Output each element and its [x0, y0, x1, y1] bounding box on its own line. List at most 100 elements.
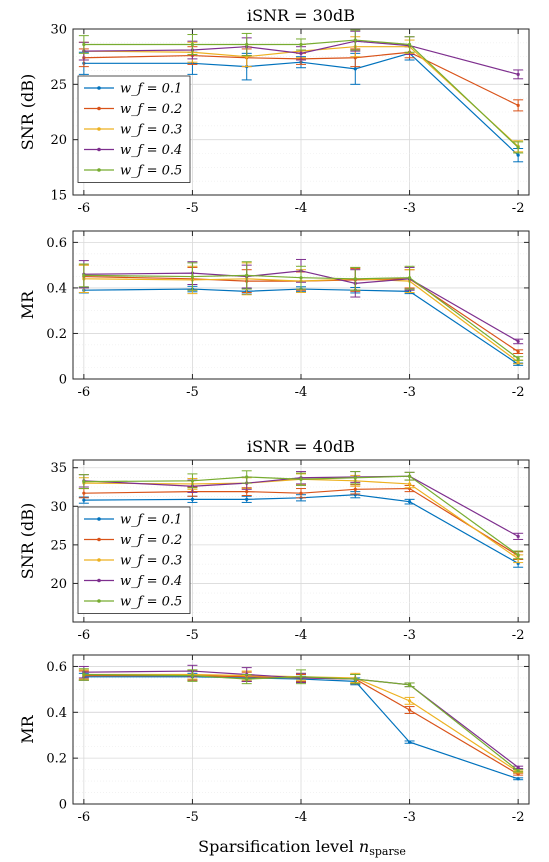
y-axis-label: MR	[18, 290, 37, 319]
legend-entry: w_f = 0.4	[120, 574, 182, 589]
x-tick-label: -4	[295, 385, 308, 400]
x-tick-label: -4	[295, 201, 308, 216]
data-point	[516, 153, 520, 157]
y-tick-label: 15	[50, 189, 67, 204]
data-point	[516, 777, 520, 781]
data-point	[299, 51, 303, 55]
y-tick-label: 0	[59, 798, 67, 813]
data-point	[190, 42, 195, 47]
x-tick-label: -5	[186, 385, 199, 400]
data-point	[516, 72, 520, 76]
y-tick-label: 0.4	[46, 706, 67, 721]
chart-title: iSNR = 30dB	[247, 6, 355, 25]
x-tick-label: -4	[295, 628, 308, 643]
data-point	[353, 277, 357, 281]
legend-entry: w_f = 0.2	[120, 102, 182, 117]
x-tick-label: -3	[403, 810, 416, 825]
data-point	[407, 42, 412, 47]
data-point	[299, 42, 303, 47]
series-5	[78, 668, 524, 773]
x-tick-label: -2	[512, 201, 525, 216]
data-point	[82, 273, 86, 277]
data-point	[353, 487, 357, 491]
data-point	[516, 765, 520, 769]
x-tick-label: -2	[512, 810, 525, 825]
data-point	[82, 480, 86, 484]
legend-entry: w_f = 0.3	[120, 123, 182, 138]
data-point	[82, 498, 86, 502]
data-point	[190, 479, 195, 483]
legend-marker	[97, 127, 101, 131]
y-axis-label: SNR (dB)	[18, 503, 37, 580]
data-point	[245, 475, 249, 479]
legend-marker	[97, 106, 101, 111]
legend-marker	[97, 537, 101, 542]
legend-marker	[97, 558, 101, 562]
series-5	[78, 261, 524, 361]
data-point	[190, 274, 195, 279]
data-point	[353, 67, 357, 71]
data-point	[516, 534, 520, 538]
x-tick-label: -5	[186, 201, 199, 216]
x-tick-label: -3	[403, 628, 416, 643]
y-tick-label: 0.6	[46, 660, 67, 675]
data-point	[353, 476, 357, 480]
y-tick-label: 0.4	[46, 281, 67, 296]
x-axis-label: Sparsification level nsparse	[198, 837, 406, 858]
data-point	[516, 350, 520, 354]
chart-panel-3: -6 -5 -4 -3 -2 20 25 30 35 iSNR = 40dB SNR (dB) w_f…	[18, 437, 530, 643]
data-point	[353, 677, 357, 681]
data-point	[353, 38, 357, 42]
y-tick-label: 25	[50, 78, 67, 93]
y-tick-label: 0.2	[46, 327, 67, 342]
legend-marker	[97, 168, 101, 172]
legend: w_f = 0.1 w_f = 0.2 w_f = 0.3 w_f = 0.4 w_f …	[77, 75, 191, 183]
data-point	[245, 273, 249, 277]
legend-entry: w_f = 0.1	[120, 82, 182, 97]
data-point	[516, 360, 520, 364]
data-point	[407, 699, 412, 703]
y-tick-label: 30	[50, 500, 67, 515]
legend-entry: w_f = 0.5	[120, 164, 182, 179]
chart-panel-1: -6 -5 -4 -3 -2 15 20 25 30 iSNR = 30dB SNR (dB) w_f…	[18, 6, 530, 216]
y-tick-label: 25	[50, 538, 67, 553]
data-point	[407, 276, 412, 280]
data-point	[516, 772, 520, 776]
data-point	[299, 491, 303, 495]
data-point	[516, 103, 520, 107]
data-point	[82, 491, 86, 495]
y-axis-label: SNR (dB)	[18, 74, 37, 151]
legend-marker	[97, 578, 101, 583]
legend-entry: w_f = 0.4	[120, 143, 182, 158]
data-point	[516, 356, 520, 361]
y-axis-label: MR	[18, 714, 37, 743]
data-point	[245, 42, 249, 47]
data-point	[407, 482, 412, 486]
legend-marker	[97, 599, 101, 603]
data-point	[516, 769, 520, 773]
legend: w_f = 0.1 w_f = 0.2 w_f = 0.3 w_f = 0.4 w_f …	[77, 506, 191, 614]
data-point	[407, 500, 412, 504]
legend-entry: w_f = 0.1	[120, 513, 182, 528]
x-tick-label: -6	[78, 201, 91, 216]
data-point	[82, 672, 86, 677]
x-tick-label: -2	[512, 628, 525, 643]
y-tick-label: 0.2	[46, 752, 67, 767]
chart-panel-2: -6 -5 -4 -3 -2 0 0.2 0.4 0.6 MR	[18, 230, 530, 400]
data-point	[407, 474, 412, 478]
y-tick-label: 20	[50, 577, 67, 592]
x-tick-label: -4	[295, 810, 308, 825]
x-tick-label: -3	[403, 201, 416, 216]
data-point	[516, 145, 520, 150]
chart-title: iSNR = 40dB	[247, 437, 355, 456]
data-point	[299, 276, 303, 280]
data-point	[245, 497, 249, 501]
legend-entry: w_f = 0.3	[120, 554, 182, 569]
legend-marker	[97, 86, 101, 90]
y-tick-label: 0	[59, 373, 67, 388]
y-tick-label: 0.6	[46, 236, 67, 251]
data-point	[190, 674, 195, 678]
legend-marker	[97, 517, 101, 521]
series-5	[78, 470, 524, 560]
